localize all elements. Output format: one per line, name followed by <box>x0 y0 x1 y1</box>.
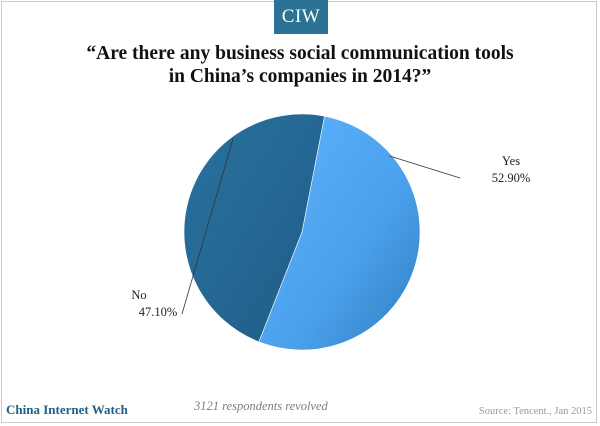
chart-title: “Are there any business social communica… <box>40 42 560 88</box>
respondents-note: 3121 respondents revolved <box>194 399 328 413</box>
slice-value-yes: 52.90% <box>492 171 531 185</box>
slice-label-yes: Yes <box>502 154 520 168</box>
source-note: Source: Tencent., Jan 2015 <box>478 406 592 417</box>
slice-value-no: 47.10% <box>139 305 178 319</box>
pie-slice-yes <box>258 115 421 351</box>
leader-line-yes <box>389 155 461 179</box>
ciw-logo: CIW <box>274 0 328 34</box>
chart-title-line-1: “Are there any business social communica… <box>86 43 514 64</box>
pie-slice-no <box>183 113 325 343</box>
leader-line-no <box>181 138 234 315</box>
slice-label-no: No <box>131 288 146 302</box>
site-name: China Internet Watch <box>6 402 128 417</box>
chart-title-line-2: in China’s companies in 2014?” <box>168 66 432 87</box>
